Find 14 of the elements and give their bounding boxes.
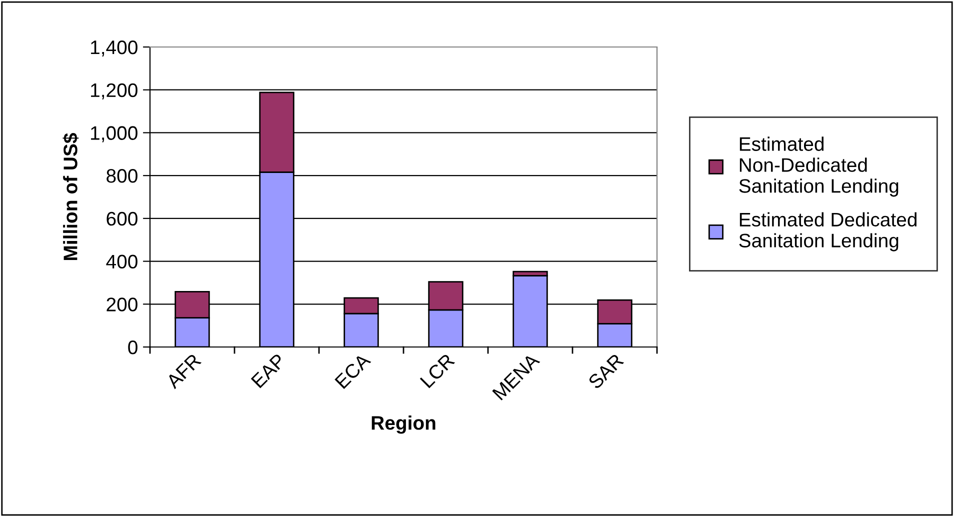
- y-tick-label: 200: [106, 298, 138, 312]
- x-axis-title: Region: [372, 416, 436, 434]
- x-tick-label: SAR: [587, 352, 624, 390]
- y-tick-label: 0: [128, 340, 138, 354]
- y-tick-label: 800: [106, 169, 138, 183]
- legend-label: Estimated Dedicated Sanitation Lending: [739, 212, 916, 252]
- legend-label: Estimated Non-Dedicated Sanitation Lending: [739, 136, 898, 197]
- y-tick-label: 1,000: [91, 126, 138, 142]
- x-tick-label: ECA: [334, 352, 372, 390]
- y-tick-label: 1,400: [91, 40, 138, 57]
- y-tick-label: 1,200: [91, 83, 138, 100]
- y-tick-label: 400: [106, 254, 138, 269]
- y-tick-label: 600: [106, 212, 138, 226]
- y-axis-title: Million of US$: [62, 133, 79, 260]
